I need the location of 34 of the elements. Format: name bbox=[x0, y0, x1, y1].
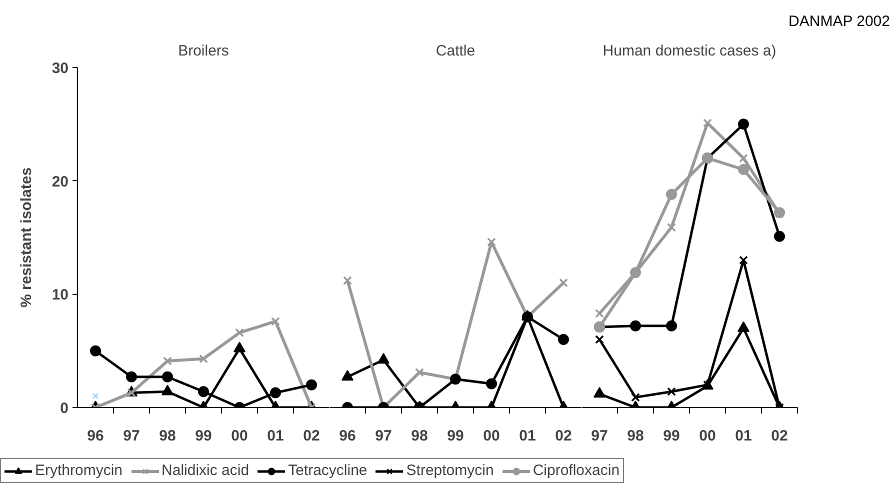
y-tick-label: 20 bbox=[52, 173, 69, 190]
x-tick-label: 96 bbox=[87, 428, 104, 444]
text: DANMAP 2002 bbox=[788, 13, 890, 30]
x-tick-label: 99 bbox=[195, 428, 212, 444]
y-tick-label: 30 bbox=[52, 60, 69, 77]
x-tick-label: 99 bbox=[663, 428, 680, 444]
x-tick-label: 97 bbox=[123, 428, 140, 444]
chart-title: Cattle bbox=[436, 42, 476, 60]
x-tick-label: 02 bbox=[555, 428, 572, 444]
chart-title: Human domestic cases a) bbox=[602, 42, 776, 60]
legend-label: Erythromycin bbox=[35, 462, 123, 479]
x-tick-label: 02 bbox=[771, 428, 788, 444]
legend-label: Tetracycline bbox=[288, 462, 368, 479]
x-tick-label: 96 bbox=[339, 428, 356, 444]
x-tick-label: 98 bbox=[159, 428, 176, 444]
y-tick-label: 10 bbox=[52, 286, 69, 304]
x-tick-label: 98 bbox=[411, 428, 428, 444]
chart-title: Broilers bbox=[178, 42, 229, 60]
x-tick-label: 01 bbox=[519, 428, 536, 444]
x-tick-label: 00 bbox=[231, 428, 248, 444]
x-tick-label: 00 bbox=[483, 428, 500, 444]
legend-label: Ciprofloxacin bbox=[532, 462, 620, 479]
y-axis-title: % resistant isolates bbox=[18, 167, 35, 308]
x-tick-label: 01 bbox=[735, 428, 752, 444]
y-tick-label: 0 bbox=[60, 400, 68, 417]
x-tick-label: 99 bbox=[447, 428, 464, 444]
x-tick-label: 02 bbox=[303, 428, 320, 444]
x-tick-label: 98 bbox=[627, 428, 644, 444]
x-tick-label: 97 bbox=[375, 428, 392, 444]
x-tick-label: 00 bbox=[699, 428, 716, 444]
legend-label: Streptomycin bbox=[406, 462, 494, 479]
x-tick-label: 97 bbox=[591, 428, 608, 444]
legend-label: Nalidixic acid bbox=[162, 462, 250, 479]
x-tick-label: 01 bbox=[267, 428, 284, 444]
